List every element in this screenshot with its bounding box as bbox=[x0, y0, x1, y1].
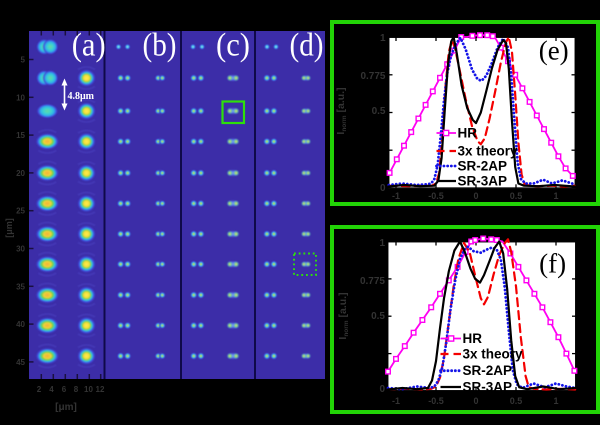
svg-text:0.5: 0.5 bbox=[372, 106, 386, 117]
svg-text:1: 1 bbox=[553, 396, 558, 406]
svg-text:1: 1 bbox=[379, 238, 385, 249]
svg-text:-1: -1 bbox=[392, 396, 400, 406]
svg-text:45: 45 bbox=[16, 358, 25, 367]
svg-text:8: 8 bbox=[74, 385, 79, 394]
svg-text:(e): (e) bbox=[539, 36, 569, 66]
svg-text:0.5: 0.5 bbox=[371, 311, 385, 322]
svg-text:-0.5: -0.5 bbox=[428, 396, 444, 406]
svg-text:5: 5 bbox=[21, 56, 26, 65]
svg-text:(b): (b) bbox=[143, 28, 177, 64]
svg-text:20: 20 bbox=[16, 169, 25, 178]
svg-text:0.5: 0.5 bbox=[510, 396, 523, 406]
svg-text:12: 12 bbox=[96, 385, 105, 394]
svg-text:15: 15 bbox=[16, 131, 25, 140]
svg-text:6: 6 bbox=[62, 385, 67, 394]
svg-text:SR-2AP: SR-2AP bbox=[463, 363, 513, 378]
svg-text:2: 2 bbox=[37, 385, 42, 394]
svg-text:SR-2AP: SR-2AP bbox=[458, 159, 508, 174]
svg-text:10: 10 bbox=[84, 385, 93, 394]
svg-text:-1: -1 bbox=[392, 191, 400, 201]
svg-text:40: 40 bbox=[16, 320, 25, 329]
svg-text:(d): (d) bbox=[290, 28, 324, 64]
svg-text:0: 0 bbox=[379, 384, 385, 395]
svg-text:25: 25 bbox=[16, 207, 25, 216]
svg-text:HR: HR bbox=[463, 331, 483, 346]
svg-text:4: 4 bbox=[49, 385, 54, 394]
svg-text:1: 1 bbox=[553, 191, 558, 201]
svg-text:[μm]: [μm] bbox=[55, 402, 77, 413]
svg-text:0.775: 0.775 bbox=[360, 71, 385, 82]
svg-text:SR-3AP: SR-3AP bbox=[463, 380, 513, 395]
svg-text:(c): (c) bbox=[216, 28, 250, 64]
svg-text:SR-3AP: SR-3AP bbox=[458, 174, 508, 189]
svg-text:0: 0 bbox=[380, 183, 386, 194]
svg-text:10: 10 bbox=[16, 93, 25, 102]
svg-text:3x theory: 3x theory bbox=[458, 144, 519, 159]
svg-text:1: 1 bbox=[380, 33, 386, 44]
svg-text:[μm]: [μm] bbox=[4, 218, 14, 238]
svg-text:HR: HR bbox=[458, 126, 478, 141]
svg-text:30: 30 bbox=[16, 245, 25, 254]
svg-text:(f): (f) bbox=[539, 249, 566, 279]
svg-text:0.775: 0.775 bbox=[360, 276, 385, 287]
svg-text:0: 0 bbox=[473, 396, 478, 406]
svg-text:0.5: 0.5 bbox=[510, 191, 523, 201]
svg-text:-0.5: -0.5 bbox=[428, 191, 444, 201]
svg-text:4.8μm: 4.8μm bbox=[68, 91, 95, 102]
svg-text:35: 35 bbox=[16, 282, 25, 291]
svg-text:0: 0 bbox=[473, 191, 478, 201]
svg-text:3x theory: 3x theory bbox=[463, 347, 524, 362]
